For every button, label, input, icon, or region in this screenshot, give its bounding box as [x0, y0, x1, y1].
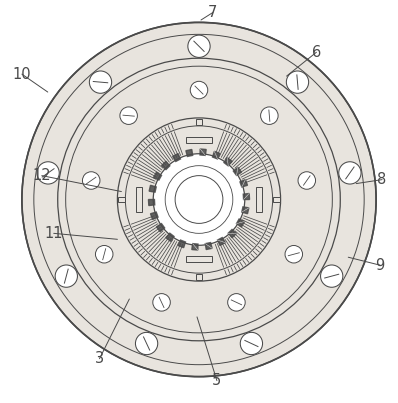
FancyBboxPatch shape	[196, 274, 202, 280]
Polygon shape	[213, 152, 220, 159]
Text: 6: 6	[312, 45, 321, 60]
Circle shape	[175, 176, 223, 223]
Circle shape	[165, 166, 233, 233]
FancyBboxPatch shape	[186, 137, 212, 143]
Circle shape	[55, 265, 78, 287]
Polygon shape	[192, 244, 198, 250]
Circle shape	[96, 245, 113, 263]
FancyBboxPatch shape	[256, 187, 262, 212]
Circle shape	[320, 265, 343, 287]
Polygon shape	[243, 193, 250, 199]
Polygon shape	[228, 229, 236, 238]
Polygon shape	[218, 237, 225, 245]
FancyBboxPatch shape	[196, 119, 202, 125]
Polygon shape	[233, 167, 242, 175]
Polygon shape	[162, 161, 170, 170]
Polygon shape	[149, 185, 156, 192]
Polygon shape	[240, 180, 248, 187]
Circle shape	[90, 71, 112, 93]
Circle shape	[125, 126, 273, 273]
Text: 11: 11	[45, 226, 63, 241]
Polygon shape	[205, 243, 212, 249]
FancyBboxPatch shape	[273, 197, 280, 202]
Circle shape	[82, 172, 100, 189]
Text: 7: 7	[208, 5, 218, 20]
Text: 10: 10	[13, 66, 31, 82]
Polygon shape	[154, 172, 162, 180]
Text: 12: 12	[33, 168, 51, 183]
Polygon shape	[178, 240, 185, 248]
Circle shape	[153, 294, 170, 311]
Polygon shape	[166, 233, 174, 241]
FancyBboxPatch shape	[118, 197, 125, 202]
Circle shape	[58, 58, 340, 341]
Circle shape	[188, 35, 210, 57]
Text: 3: 3	[95, 351, 104, 366]
Polygon shape	[224, 158, 232, 166]
Polygon shape	[173, 154, 180, 162]
Text: 9: 9	[375, 258, 385, 273]
Circle shape	[37, 162, 59, 184]
Polygon shape	[150, 212, 158, 220]
Circle shape	[285, 245, 302, 263]
Circle shape	[22, 23, 376, 377]
Circle shape	[339, 162, 361, 184]
Circle shape	[66, 66, 332, 333]
Circle shape	[240, 332, 263, 355]
Polygon shape	[236, 219, 244, 227]
Polygon shape	[200, 149, 206, 156]
Text: 8: 8	[377, 172, 387, 187]
Circle shape	[190, 81, 208, 99]
Polygon shape	[186, 150, 193, 156]
Polygon shape	[242, 207, 249, 214]
FancyBboxPatch shape	[186, 256, 212, 262]
Circle shape	[120, 107, 137, 125]
Text: 5: 5	[212, 373, 222, 388]
Circle shape	[135, 332, 158, 355]
Polygon shape	[156, 224, 165, 232]
Circle shape	[228, 294, 245, 311]
Circle shape	[286, 71, 308, 93]
Circle shape	[261, 107, 278, 125]
Polygon shape	[148, 199, 155, 206]
FancyBboxPatch shape	[136, 187, 142, 212]
Circle shape	[153, 154, 245, 245]
Circle shape	[117, 118, 281, 281]
Circle shape	[298, 172, 316, 189]
